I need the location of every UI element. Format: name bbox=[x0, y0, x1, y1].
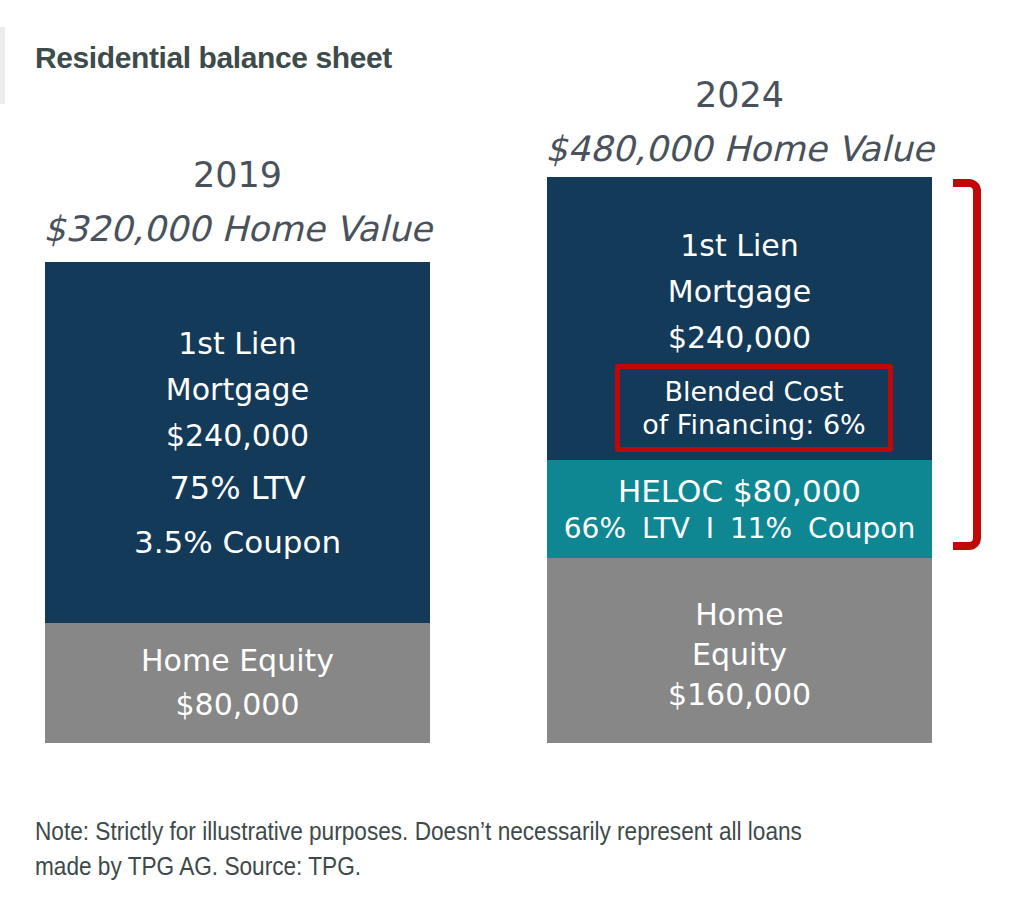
year-label-2019: 2019 bbox=[45, 155, 430, 195]
segment-heloc-2024: HELOC $80,000 66% LTV I 11% Coupon bbox=[547, 460, 932, 558]
bar-2024: 1st Lien Mortgage $240,000 Blended Cost … bbox=[547, 177, 932, 743]
mortgage-2019-ltv: 75% LTV bbox=[169, 465, 305, 511]
equity-2024-line1: Home bbox=[695, 595, 784, 635]
residential-balance-sheet-chart: Residential balance sheet 2019 $320,000 … bbox=[0, 0, 1024, 901]
mortgage-2019-line2: Mortgage bbox=[166, 367, 309, 413]
equity-2019-amount: $80,000 bbox=[175, 683, 299, 727]
segment-mortgage-2019: 1st Lien Mortgage $240,000 75% LTV 3.5% … bbox=[45, 262, 430, 623]
equity-2019-label: Home Equity bbox=[141, 639, 334, 683]
mortgage-2019-coupon: 3.5% Coupon bbox=[134, 519, 341, 565]
mortgage-2019-line1: 1st Lien bbox=[178, 321, 297, 367]
heloc-amount: HELOC $80,000 bbox=[618, 471, 861, 511]
mortgage-2019-amount: $240,000 bbox=[166, 413, 309, 459]
blended-cost-annotation-box: Blended Cost of Financing: 6% bbox=[615, 364, 893, 452]
mortgage-2024-line2: Mortgage bbox=[668, 269, 811, 315]
bar-2019: 1st Lien Mortgage $240,000 75% LTV 3.5% … bbox=[45, 262, 430, 743]
segment-equity-2024: Home Equity $160,000 bbox=[547, 558, 932, 743]
blended-cost-line2: of Financing: 6% bbox=[642, 408, 866, 441]
home-value-label-2024: $480,000 Home Value bbox=[527, 127, 952, 171]
equity-2024-line2: Equity bbox=[692, 635, 787, 675]
home-value-label-2019: $320,000 Home Value bbox=[25, 207, 450, 251]
segment-mortgage-2024: 1st Lien Mortgage $240,000 Blended Cost … bbox=[547, 177, 932, 460]
left-edge-artifact bbox=[0, 27, 5, 104]
heloc-terms: 66% LTV I 11% Coupon bbox=[564, 511, 915, 547]
footnote: Note: Strictly for illustrative purposes… bbox=[35, 814, 802, 884]
equity-2024-amount: $160,000 bbox=[668, 675, 811, 715]
chart-title: Residential balance sheet bbox=[35, 41, 392, 75]
blended-cost-line1: Blended Cost bbox=[664, 375, 843, 408]
debt-span-bracket bbox=[953, 179, 981, 550]
footnote-line2: made by TPG AG. Source: TPG. bbox=[35, 849, 802, 884]
segment-equity-2019: Home Equity $80,000 bbox=[45, 623, 430, 743]
footnote-line1: Note: Strictly for illustrative purposes… bbox=[35, 814, 802, 849]
mortgage-2024-line1: 1st Lien bbox=[680, 223, 799, 269]
mortgage-2024-amount: $240,000 bbox=[668, 315, 811, 361]
year-label-2024: 2024 bbox=[547, 75, 932, 115]
